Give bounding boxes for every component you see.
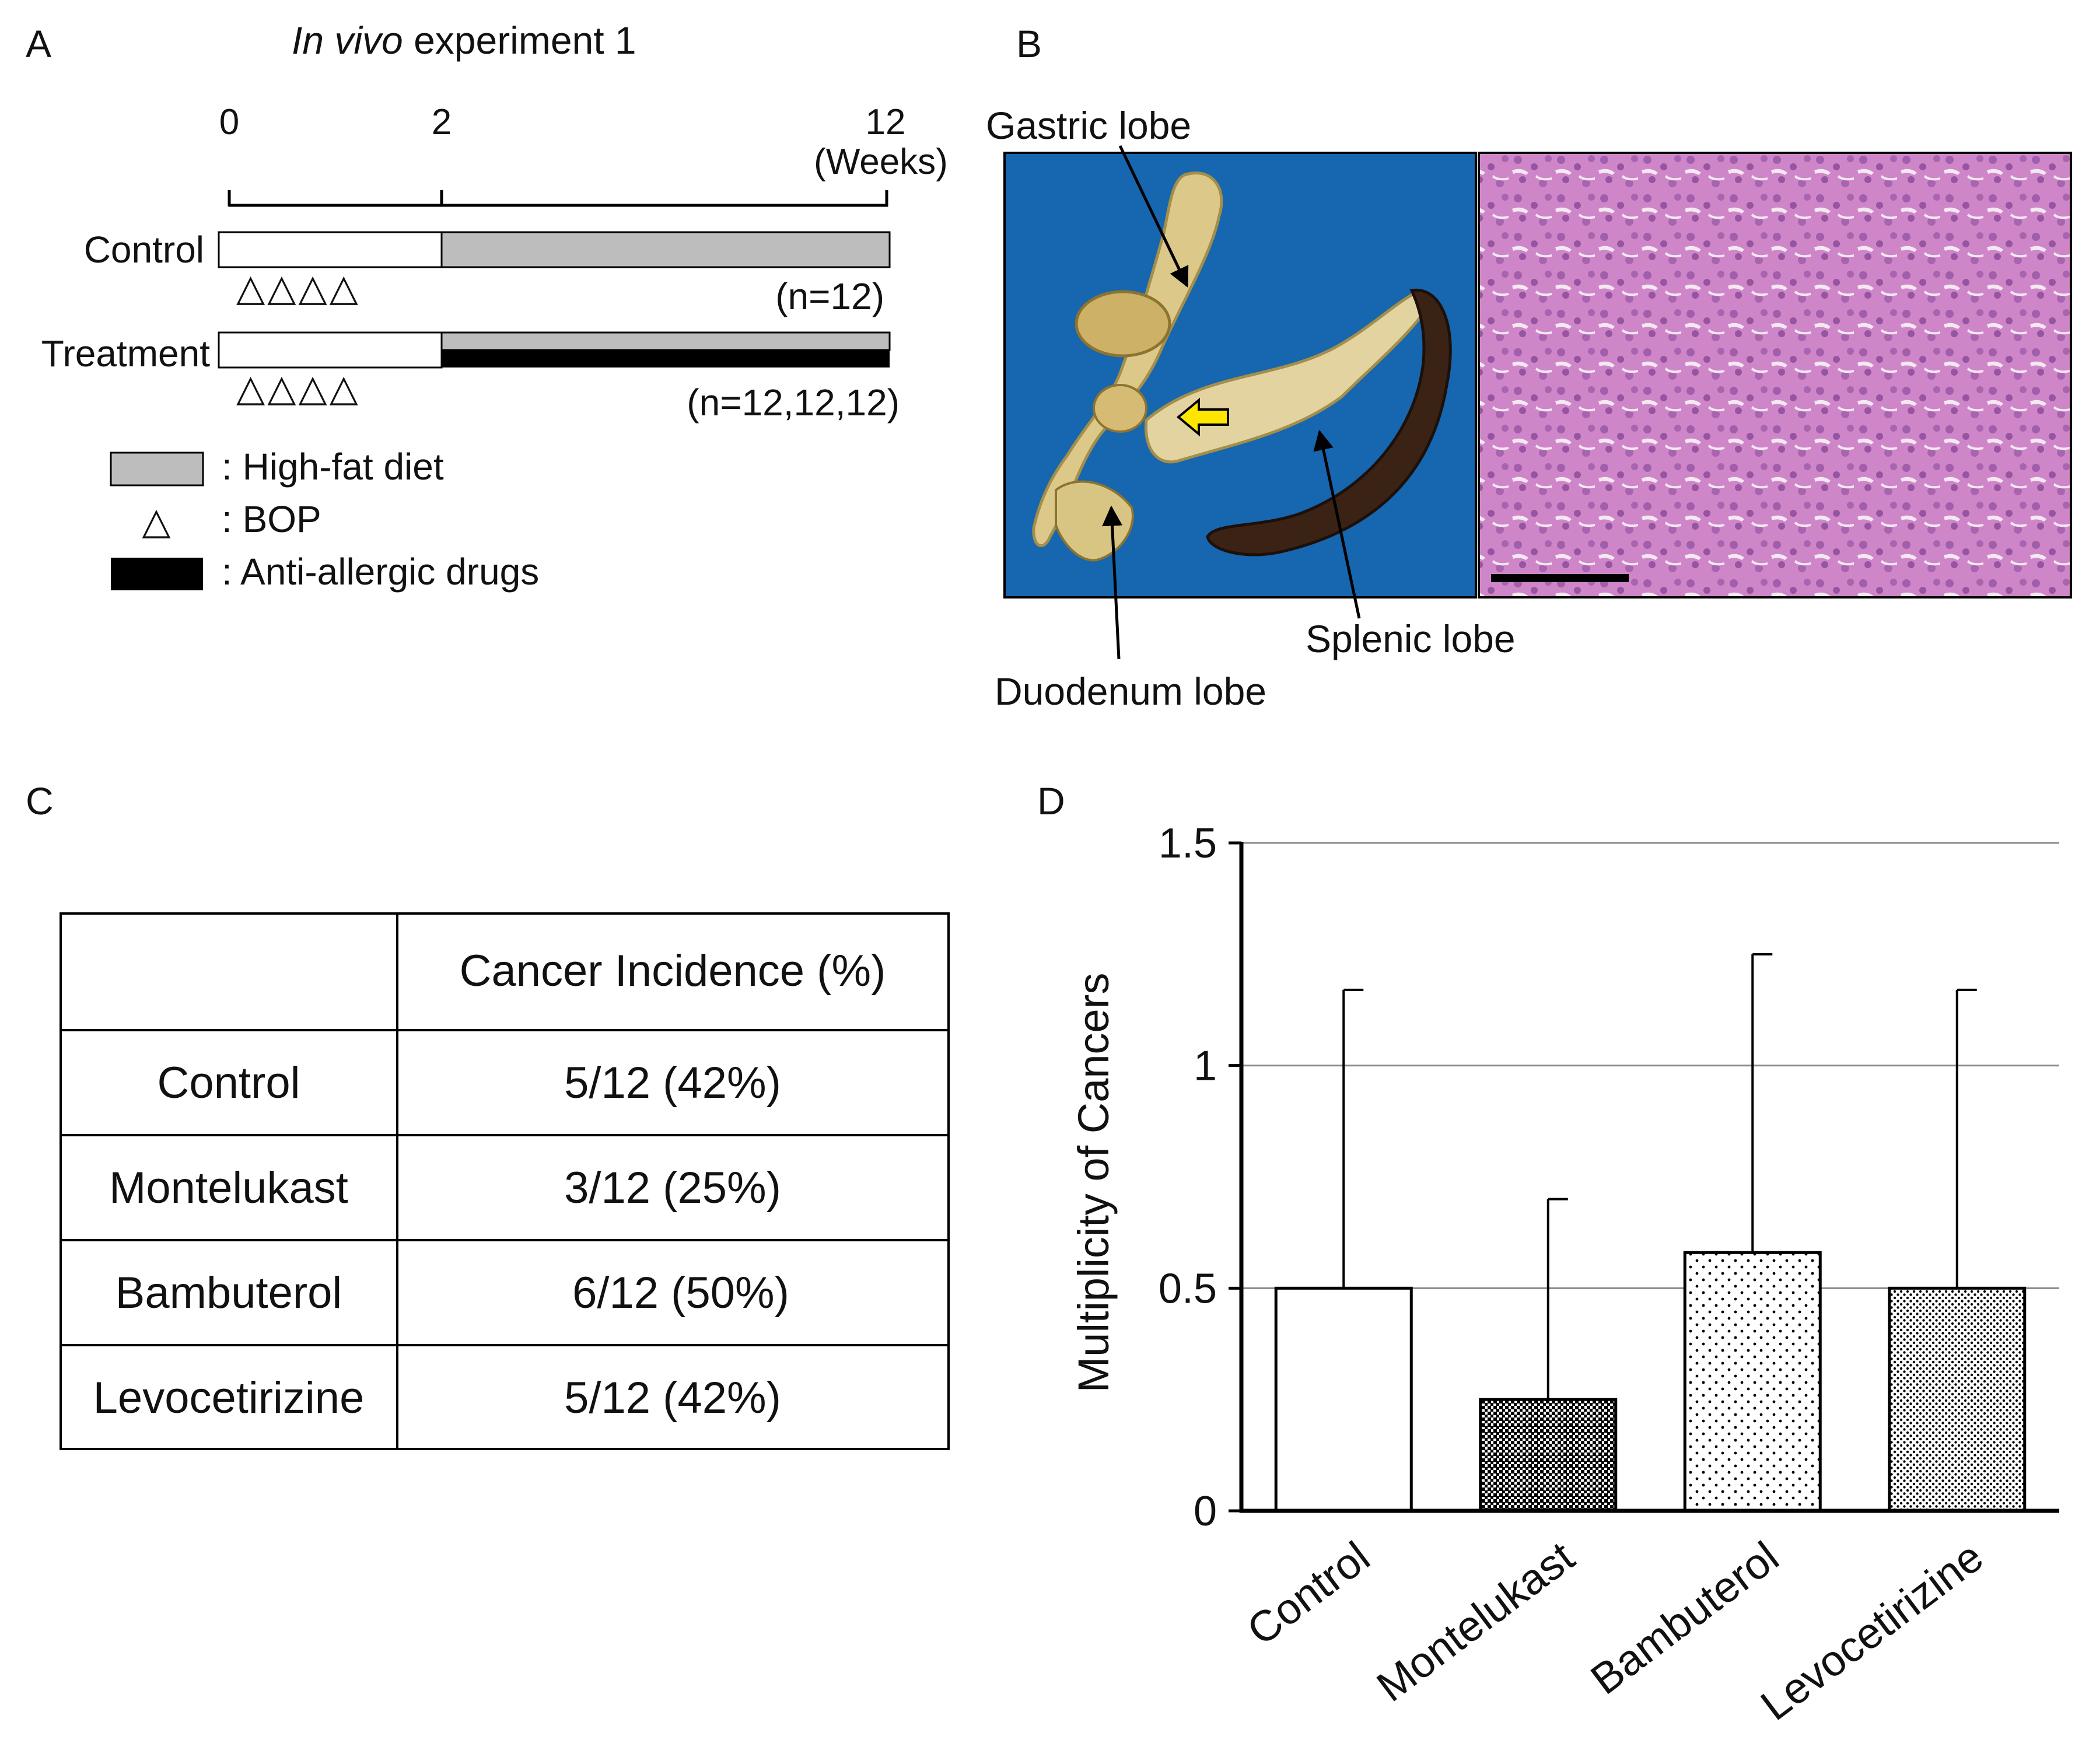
gastric-lobe-label: Gastric lobe bbox=[986, 104, 1191, 147]
experiment-title-rest: experiment 1 bbox=[403, 19, 636, 62]
splenic-lobe-arrow bbox=[1313, 429, 1361, 619]
bar bbox=[1888, 1286, 2027, 1513]
timeline-tick-0: 0 bbox=[219, 102, 239, 142]
incidence-table-grid bbox=[60, 912, 950, 1450]
y-tick-label: 0.5 bbox=[1159, 1265, 1217, 1312]
y-tick-label: 1.5 bbox=[1159, 820, 1217, 867]
control-bop-markers: △△△△ bbox=[236, 267, 361, 309]
gastric-lobe-arrow bbox=[1118, 145, 1189, 288]
x-tick-label: Control bbox=[1238, 1532, 1378, 1654]
chart-y-axis-label: Multiplicity of Cancers bbox=[1069, 973, 1118, 1393]
chart-y-tick-labels: 0 0.5 1 1.5 bbox=[1159, 820, 1217, 1535]
y-tick-label: 0 bbox=[1194, 1488, 1217, 1535]
legend: : High-fat diet △ : BOP : Anti-allergic … bbox=[110, 446, 539, 593]
table-row-label: Levocetirizine bbox=[93, 1373, 365, 1423]
chart-x-tick-labels: ControlMontelukastBambuterolLevocetirizi… bbox=[1238, 1532, 1992, 1730]
table-header-incidence: Cancer Incidence (%) bbox=[460, 946, 886, 996]
panel-a: In vivo experiment 1 0 2 12 (Weeks) Cont… bbox=[41, 19, 948, 593]
control-n-label: (n=12) bbox=[775, 275, 884, 317]
bar bbox=[1683, 1251, 1822, 1513]
treatment-bop-markers: △△△△ bbox=[236, 367, 361, 409]
group-label-control: Control bbox=[84, 229, 204, 271]
legend-label-anti-allergic: : Anti-allergic drugs bbox=[222, 551, 539, 593]
chart-axes bbox=[1229, 841, 2059, 1513]
x-tick-label: Bambuterol bbox=[1582, 1532, 1787, 1703]
chart-gridlines bbox=[1241, 842, 2059, 1289]
experiment-title-italic: In vivo bbox=[292, 19, 403, 62]
table-row-label: Bambuterol bbox=[116, 1268, 342, 1318]
control-bar-high-fat bbox=[440, 231, 891, 268]
x-tick-label: Montelukast bbox=[1368, 1532, 1583, 1711]
table-row-label: Montelukast bbox=[109, 1163, 348, 1213]
legend-swatch-bop: △ bbox=[142, 500, 171, 542]
yellow-arrow-marker bbox=[1176, 397, 1229, 437]
table-row-label: Control bbox=[158, 1058, 300, 1108]
treatment-bar-initiation bbox=[218, 331, 443, 369]
panel-label-a: A bbox=[26, 22, 51, 65]
timeline-unit: (Weeks) bbox=[814, 142, 948, 182]
table-row-value: 5/12 (42%) bbox=[564, 1373, 781, 1423]
timeline-tick-2: 2 bbox=[432, 102, 452, 142]
histology-image bbox=[1478, 152, 2072, 598]
table-row-value: 6/12 (50%) bbox=[572, 1268, 789, 1318]
treatment-n-label: (n=12,12,12) bbox=[687, 382, 900, 424]
group-label-treatment: Treatment bbox=[41, 332, 211, 374]
splenic-lobe-label: Splenic lobe bbox=[1306, 617, 1516, 660]
annotation-arrows bbox=[1102, 145, 1361, 660]
panel-c: Cancer Incidence (%) Control 5/12 (42%) … bbox=[60, 912, 950, 1450]
legend-label-bop: : BOP bbox=[222, 498, 321, 540]
chart-error-bars bbox=[1342, 953, 1977, 1400]
legend-swatch-high-fat bbox=[110, 452, 204, 487]
x-tick-label: Levocetirizine bbox=[1752, 1532, 1992, 1730]
bar bbox=[1479, 1398, 1618, 1513]
timeline-axis bbox=[228, 190, 888, 207]
table-row-value: 3/12 (25%) bbox=[564, 1163, 781, 1213]
bar bbox=[1274, 1286, 1413, 1513]
legend-label-high-fat: : High-fat diet bbox=[222, 446, 444, 488]
scale-bar bbox=[1491, 574, 1629, 582]
panel-label-d: D bbox=[1037, 779, 1065, 822]
legend-swatch-anti-allergic bbox=[111, 558, 203, 590]
treatment-bar-high-fat bbox=[440, 331, 891, 351]
control-bar-initiation bbox=[218, 231, 443, 268]
duodenum-lobe-arrow bbox=[1102, 505, 1123, 660]
panel-label-c: C bbox=[26, 779, 54, 822]
timeline-tick-12: 12 bbox=[866, 102, 906, 142]
y-tick-label: 1 bbox=[1194, 1043, 1217, 1090]
table-row-value: 5/12 (42%) bbox=[564, 1058, 781, 1108]
panel-b: Gastric lobe Splenic lobe Duodenum lobe bbox=[986, 104, 2072, 713]
panel-label-b: B bbox=[1016, 22, 1042, 65]
panel-d-chart: 0 0.5 1 1.5 ControlMontelukastBambuterolLev… bbox=[1069, 820, 2059, 1730]
duodenum-lobe-label: Duodenum lobe bbox=[995, 670, 1266, 713]
treatment-bar-anti-allergic bbox=[442, 350, 890, 368]
chart-bars bbox=[1274, 1251, 2027, 1513]
experiment-title: In vivo experiment 1 bbox=[292, 19, 636, 62]
